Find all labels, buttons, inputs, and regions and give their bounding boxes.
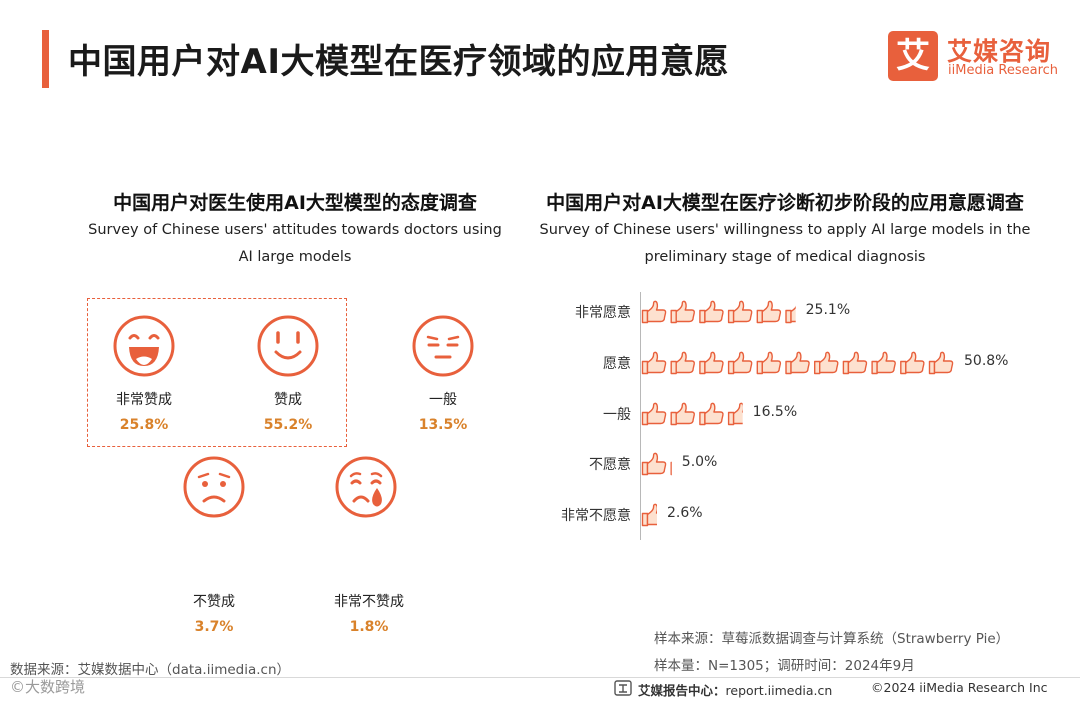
footer-divider [0,677,1080,678]
face-value-very-agree: 25.8% [119,417,169,433]
footer-copyright: ©2024 iiMedia Research Inc [871,680,1048,695]
footer-site-label: 艾媒报告中心： [638,683,726,698]
sample-source-note: 样本来源：草莓派数据调查与计算系统（Strawberry Pie） [654,631,1010,647]
bar-category-label: 非常愿意 [575,305,631,321]
thumbs-up-icon [641,351,667,375]
bar-category-label: 非常不愿意 [561,508,631,524]
right-chart-title: 中国用户对AI大模型在医疗诊断初步阶段的应用意愿调查 [546,192,1024,214]
left-chart-title: 中国用户对医生使用AI大型模型的态度调查 [113,192,477,214]
thumbs-pictogram-chart [641,300,954,527]
face-value-strongly-disagree: 1.8% [349,619,389,635]
sample-size-note: 样本量：N=1305；调研时间：2024年9月 [654,658,915,674]
iimedia-logo: 艾 艾媒咨询 iiMedia Research [888,31,1058,81]
thumbs-up-icon [900,351,925,375]
face-label-disagree: 不赞成 [193,594,235,610]
logo-cn-text: 艾媒咨询 [947,37,1052,66]
thumbs-up-icon [670,351,695,375]
watermark-text: ©大数跨境 [10,678,86,696]
face-label-neutral: 一般 [429,392,457,408]
frown-face-icon [182,455,246,519]
thumbs-up-icon [727,300,753,324]
face-label-strongly-disagree: 非常不赞成 [334,594,404,610]
page-title: 中国用户对AI大模型在医疗领域的应用意愿 [68,42,729,82]
footer-site-link[interactable]: report.iimedia.cn [725,683,833,698]
bar-value-label: 25.1% [805,302,851,318]
bar-value-label: 50.8% [964,353,1009,369]
neutral-face-icon [411,314,475,378]
bar-value-label: 5.0% [681,454,718,470]
face-value-agree: 55.2% [263,417,313,433]
face-label-very-agree: 非常赞成 [116,392,172,408]
face-value-disagree: 3.7% [194,619,234,635]
thumbs-up-icon [641,452,667,476]
bar-row [641,402,743,426]
thumbs-up-icon [928,351,954,375]
thumbs-up-icon [727,351,753,375]
thumbs-up-icon [641,402,667,426]
bar-row [641,503,657,527]
thumbs-up-icon [699,351,724,375]
logo-mark: 艾 [888,31,938,81]
highlight-dashed-box [87,298,347,447]
title-accent-bar [42,30,49,88]
left-chart-subtitle: Survey of Chinese users' attitudes towar… [60,217,530,271]
thumbs-up-icon [842,351,868,375]
face-value-neutral: 13.5% [418,417,468,433]
smile-face-icon [256,314,320,378]
thumbs-up-icon [756,351,782,375]
thumbs-up-icon [756,300,782,324]
bar-category-label: 一般 [603,407,631,423]
thumbs-up-icon [699,300,724,324]
thumbs-up-icon [670,300,695,324]
thumbs-up-icon [641,300,667,324]
right-chart-subtitle-line2: preliminary stage of medical diagnosis [644,249,926,265]
left-chart-subtitle-line2: AI large models [238,249,352,265]
thumbs-up-icon [871,351,896,375]
thumbs-up-icon [814,351,839,375]
bar-category-label: 不愿意 [589,457,631,473]
chart-axis-line [640,292,641,540]
footer-site: 艾媒报告中心：report.iimedia.cn [638,680,832,699]
bar-value-label: 2.6% [667,505,703,521]
thumbs-up-icon [641,503,657,527]
bar-row [641,351,954,375]
right-chart-subtitle-line1: Survey of Chinese users' willingness to … [539,222,1031,238]
big-laugh-face-icon [112,314,176,378]
crying-face-icon [334,455,398,519]
logo-en-text: iiMedia Research [948,63,1059,78]
bar-row [641,300,796,324]
left-chart-subtitle-line1: Survey of Chinese users' attitudes towar… [88,222,502,238]
thumbs-up-icon [699,402,724,426]
report-center-icon [614,680,632,696]
thumbs-up-icon [727,402,743,426]
thumbs-up-icon [785,351,810,375]
bar-category-label: 愿意 [603,356,631,372]
bar-value-label: 16.5% [752,404,798,420]
data-source-note: 数据来源：艾媒数据中心（data.iimedia.cn） [10,662,291,678]
face-label-agree: 赞成 [274,392,302,408]
thumbs-up-icon [670,402,695,426]
right-chart-subtitle: Survey of Chinese users' willingness to … [520,217,1050,271]
